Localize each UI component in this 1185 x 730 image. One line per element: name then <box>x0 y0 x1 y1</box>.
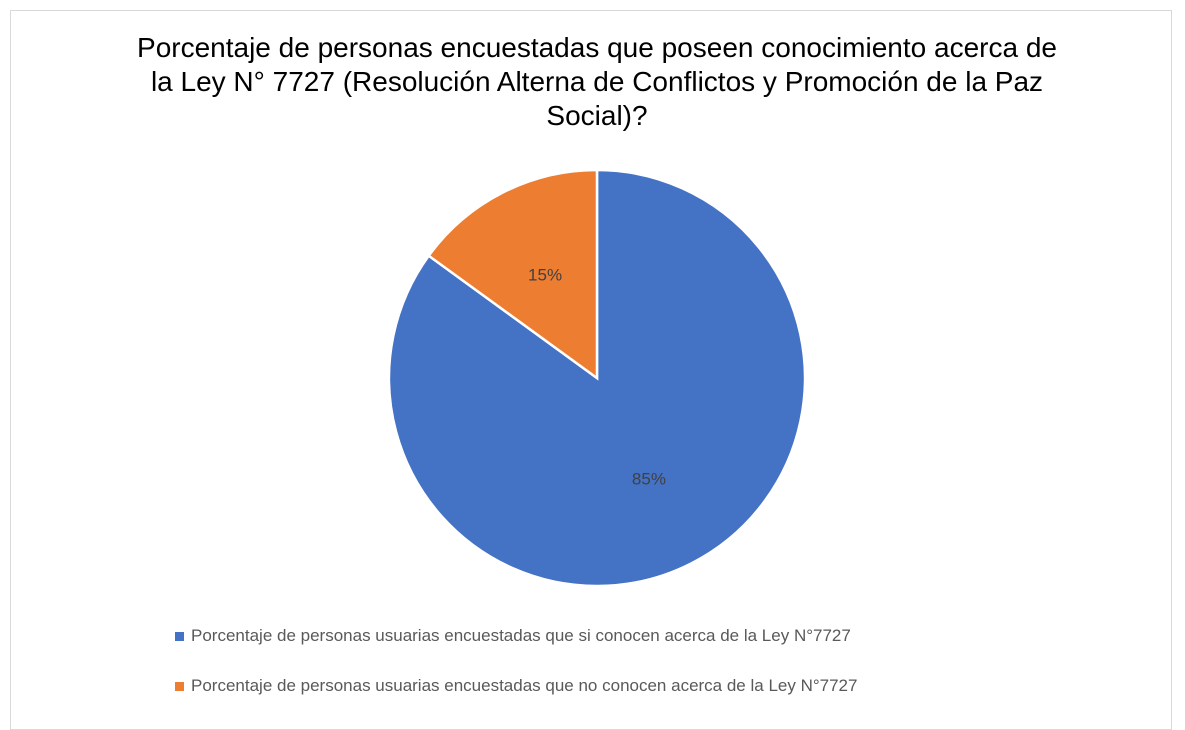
legend-label: Porcentaje de personas usuarias encuesta… <box>191 676 858 695</box>
chart-title: Porcentaje de personas encuestadas que p… <box>137 32 1057 131</box>
data-label: 85% <box>632 469 666 488</box>
legend-item: Porcentaje de personas usuarias encuesta… <box>175 676 857 696</box>
legend-swatch <box>175 631 184 641</box>
legend-swatch <box>175 681 184 691</box>
pie-slice <box>426 168 599 381</box>
legend-item: Porcentaje de personas usuarias encuesta… <box>175 626 851 646</box>
legend-label: Porcentaje de personas usuarias encuesta… <box>191 626 851 645</box>
data-label: 15% <box>528 266 562 285</box>
